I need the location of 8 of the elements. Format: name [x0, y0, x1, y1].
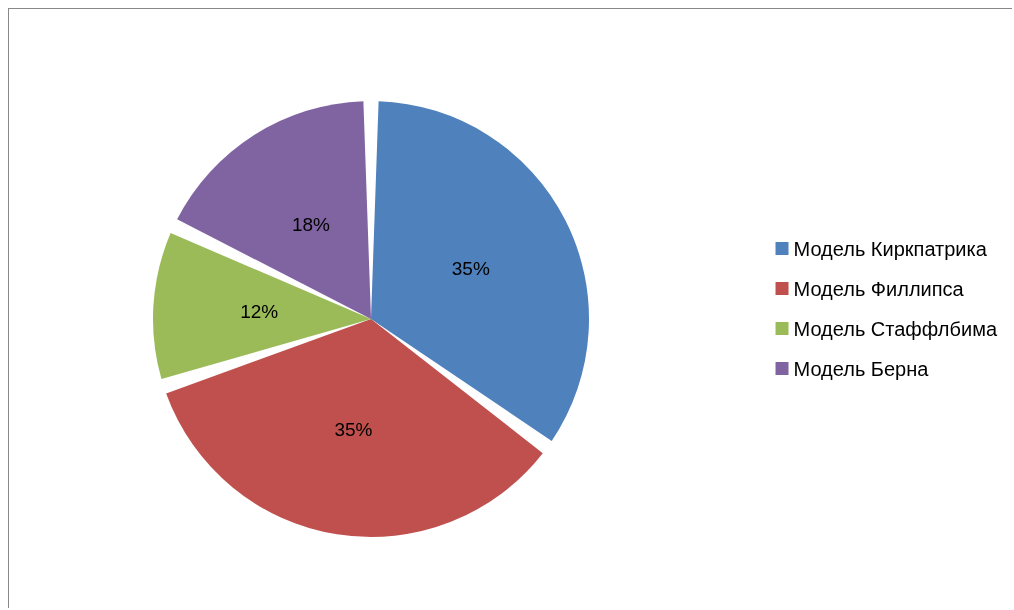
- legend-label: Модель Стаффлбима: [793, 317, 998, 340]
- data-label: 35%: [334, 419, 373, 441]
- legend-label: Модель Киркпатрика: [793, 237, 988, 260]
- data-label: 12%: [240, 301, 279, 323]
- legend-label: Модель Филлипса: [793, 277, 965, 300]
- data-label: 18%: [291, 213, 331, 235]
- legend-label: Модель Берна: [793, 357, 930, 380]
- data-label: 35%: [451, 257, 490, 279]
